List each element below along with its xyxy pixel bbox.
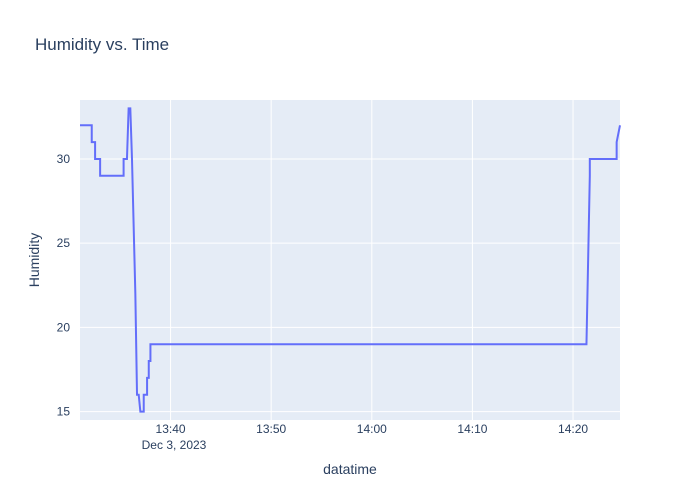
y-tick-label: 25 xyxy=(57,236,71,250)
x-axis-ticks: 13:40 13:50 14:00 14:10 14:20 xyxy=(156,422,589,436)
y-axis-ticks: 15 20 25 30 xyxy=(57,152,71,419)
y-tick-label: 20 xyxy=(57,320,71,334)
humidity-series-line xyxy=(80,107,621,413)
y-tick-label: 30 xyxy=(57,152,71,166)
date-label: Dec 3, 2023 xyxy=(142,438,207,452)
x-tick-label: 14:20 xyxy=(558,422,588,436)
x-tick-label: 13:40 xyxy=(156,422,186,436)
x-tick-label: 13:50 xyxy=(256,422,286,436)
y-axis-title: Humidity xyxy=(26,233,42,287)
y-tick-label: 15 xyxy=(57,405,71,419)
x-axis-title: datatime xyxy=(323,461,377,477)
chart-title: Humidity vs. Time xyxy=(35,35,169,54)
plot-background xyxy=(80,100,620,420)
gridlines xyxy=(80,100,620,420)
x-tick-label: 14:10 xyxy=(457,422,487,436)
x-tick-label: 14:00 xyxy=(357,422,387,436)
